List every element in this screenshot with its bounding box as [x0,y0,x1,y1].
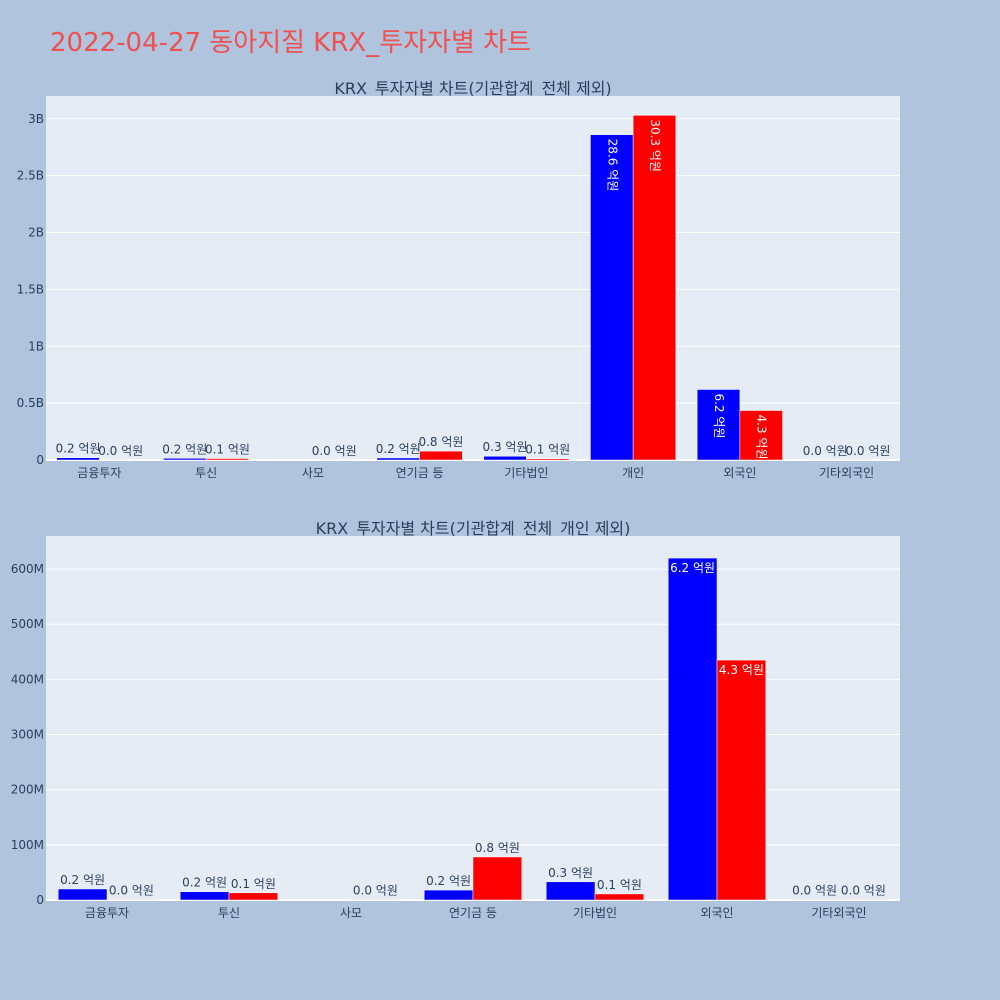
bar [419,450,463,461]
bar [545,881,596,901]
bar [106,899,157,901]
y-tick-label: 600M [11,562,44,576]
data-label: 0.2 억원 [162,442,207,456]
x-tick-label: 사모 [340,906,362,920]
data-label: 0.8 억원 [418,435,463,449]
data-label: 6.2 억원 [712,393,726,438]
chart-title: KRX_투자자별 차트(기관합계_전체_개인 제외) [316,519,631,539]
data-label: 0.1 억원 [231,877,276,891]
data-label: 0.1 억원 [205,443,250,457]
bar [56,457,100,461]
page-title: 2022-04-27 동아지질 KRX_투자자별 차트 [50,28,532,58]
data-label: 4.3 억원 [755,415,769,460]
data-label: 0.0 억원 [312,444,357,458]
bar [57,888,108,901]
bar [594,893,645,901]
x-tick-label: 금융투자 [77,466,121,480]
x-tick-label: 투신 [195,466,217,480]
x-tick-label: 기타법인 [573,906,617,920]
y-tick-label: 100M [11,838,44,852]
data-label: 6.2 억원 [670,561,715,575]
bar [590,134,634,461]
y-tick-label: 0.5B [17,396,44,410]
bar [350,899,401,901]
y-tick-label: 3B [28,112,44,126]
data-label: 0.2 억원 [376,442,421,456]
data-label: 0.0 억원 [803,444,848,458]
x-tick-label: 기타법인 [504,466,548,480]
data-label: 30.3 억원 [648,119,662,172]
bar [632,115,677,461]
bar [376,457,420,461]
x-tick-label: 외국인 [723,466,756,480]
bar [789,899,840,901]
y-tick-label: 1B [28,339,44,353]
data-label: 0.2 억원 [56,442,101,456]
plot-area [46,96,900,460]
y-tick-label: 400M [11,672,44,686]
bar [228,892,279,901]
x-tick-label: 기타외국인 [811,906,866,920]
y-tick-label: 300M [11,728,44,742]
y-tick-label: 0 [36,893,44,907]
bar [179,891,230,901]
bar [423,889,474,901]
x-tick-label: 금융투자 [85,906,129,920]
y-tick-label: 2B [28,226,44,240]
x-tick-label: 연기금 등 [449,906,497,920]
chart-title: KRX_투자자별 차트(기관합계_전체 제외) [334,79,611,99]
bar [716,659,767,901]
bar [205,458,250,461]
data-label: 0.1 억원 [597,878,642,892]
data-label: 0.3 억원 [548,866,593,880]
data-label: 0.0 억원 [109,883,154,897]
bar [739,410,783,461]
data-label: 0.1 억원 [525,443,570,457]
data-label: 0.2 억원 [426,874,471,888]
data-label: 0.3 억원 [483,440,528,454]
data-label: 0.0 억원 [353,883,398,897]
bar [526,458,570,461]
data-label: 0.0 억원 [845,444,890,458]
data-label: 0.8 억원 [475,841,520,855]
y-tick-label: 1.5B [17,282,44,296]
chart-bottom: KRX_투자자별 차트(기관합계_전체_개인 제외) 0 100M 200M 300M 4… [11,519,900,920]
data-label: 4.3 억원 [719,663,764,677]
data-label: 0.2 억원 [182,876,227,890]
x-tick-label: 기타외국인 [819,466,874,480]
plot-area [46,536,900,900]
x-tick-label: 연기금 등 [396,466,444,480]
x-tick-label: 사모 [302,466,324,480]
y-tick-label: 0 [36,453,44,467]
y-tick-label: 500M [11,617,44,631]
data-label: 0.2 억원 [60,873,105,887]
chart-top: KRX_투자자별 차트(기관합계_전체 제외) 0 0.5B 1B 1.5B 2B 2.5B… [17,79,900,480]
data-label: 0.0 억원 [792,883,837,897]
bar [838,899,889,901]
y-tick-label: 2.5B [17,169,44,183]
x-tick-label: 투신 [218,906,240,920]
bar [667,557,718,901]
bar [472,856,523,901]
x-tick-label: 외국인 [700,906,733,920]
y-tick-label: 200M [11,783,44,797]
data-label: 0.0 억원 [841,883,886,897]
bar [483,455,527,461]
bar [163,458,207,461]
bar [696,389,741,461]
data-label: 28.6 억원 [605,139,619,192]
data-label: 0.0 억원 [98,444,143,458]
x-tick-label: 개인 [622,466,644,480]
